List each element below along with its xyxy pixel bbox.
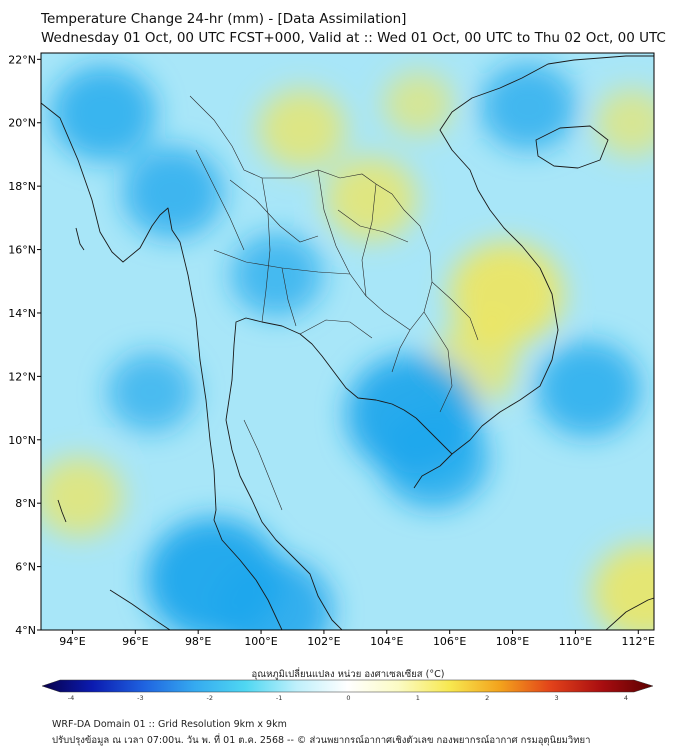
lat-tick-label: 14°N (8, 307, 36, 320)
lon-tick-label: 98°E (185, 635, 211, 648)
warm-anomaly-2 (449, 241, 564, 346)
admin-boundaries (189, 95, 479, 511)
colorbar-tick-label: 1 (416, 694, 420, 702)
colorbar-tick-label: 2 (485, 694, 489, 702)
lat-tick-label: 4°N (15, 624, 36, 637)
lon-tick-label: 102°E (307, 635, 340, 648)
field-background (41, 53, 654, 630)
lon-tick-label: 96°E (122, 635, 148, 648)
colorbar-tick-label: 0 (346, 694, 350, 702)
cool-anomaly-12 (51, 65, 157, 162)
latitude-axis: 4°N 6°N 8°N 10°N 12°N 14°N 16°N 18°N 20°N 22°N (8, 53, 41, 637)
colorbar-tick-label: 3 (555, 694, 559, 702)
lon-tick-label: 94°E (59, 635, 85, 648)
lat-tick-label: 6°N (15, 561, 36, 574)
cool-anomaly-17 (107, 352, 196, 433)
lat-tick-label: 10°N (8, 434, 36, 447)
colorbar-ticks: -4 -3 -2 -1 0 1 2 3 4 (68, 694, 628, 702)
field-anomalies (41, 62, 654, 630)
lon-tick-label: 106°E (433, 635, 466, 648)
colorbar-tick-label: 4 (624, 694, 628, 702)
warm-anomaly-7 (383, 71, 454, 136)
lon-tick-label: 108°E (496, 635, 529, 648)
colorbar-tick-label: -4 (68, 694, 74, 702)
plot-frame (40, 52, 655, 631)
credit-line: ปรับปรุงข้อมูล ณ เวลา 07:00น. วัน พ. ที่… (52, 735, 591, 746)
cool-anomaly-13 (122, 146, 224, 239)
cool-anomaly-10 (378, 408, 489, 509)
lon-tick-label: 110°E (559, 635, 592, 648)
warm-anomaly-5 (591, 543, 654, 630)
lat-tick-label: 12°N (8, 370, 36, 383)
colorbar (41, 679, 654, 693)
coastlines (41, 55, 654, 630)
cool-anomaly-16 (230, 232, 323, 317)
cool-anomaly-14 (535, 341, 641, 438)
lat-tick-label: 20°N (8, 117, 36, 130)
lon-tick-label: 100°E (244, 635, 277, 648)
lon-tick-label: 104°E (370, 635, 403, 648)
cool-anomaly-15 (479, 62, 577, 151)
colorbar-tick-label: -3 (137, 694, 143, 702)
longitude-axis: 94°E 96°E 98°E 100°E 102°E 104°E 106°E 108°E 110… (59, 630, 655, 648)
warm-anomaly-6 (594, 88, 654, 157)
warm-anomaly-1 (324, 156, 418, 241)
chart-title: Temperature Change 24-hr (mm) - [Data As… (41, 11, 407, 27)
lat-tick-label: 16°N (8, 244, 36, 257)
colorbar-tick-label: -2 (207, 694, 213, 702)
lat-tick-label: 18°N (8, 180, 36, 193)
temperature-field (41, 53, 654, 630)
warm-anomaly-0 (257, 89, 346, 170)
lat-tick-label: 22°N (8, 53, 36, 66)
lat-tick-label: 8°N (15, 497, 36, 510)
cool-anomaly-11 (214, 556, 334, 630)
chart-subtitle: Wednesday 01 Oct, 00 UTC FCST+000, Valid… (41, 30, 666, 46)
lon-tick-label: 112°E (622, 635, 655, 648)
warm-anomaly-4 (41, 456, 123, 537)
colorbar-label: อุณหภูมิเปลี่ยนแปลง หน่วย องศาเซลเซียส (… (252, 667, 445, 680)
colorbar-tick-label: -1 (276, 694, 282, 702)
model-info: WRF-DA Domain 01 :: Grid Resolution 9km … (52, 719, 287, 730)
